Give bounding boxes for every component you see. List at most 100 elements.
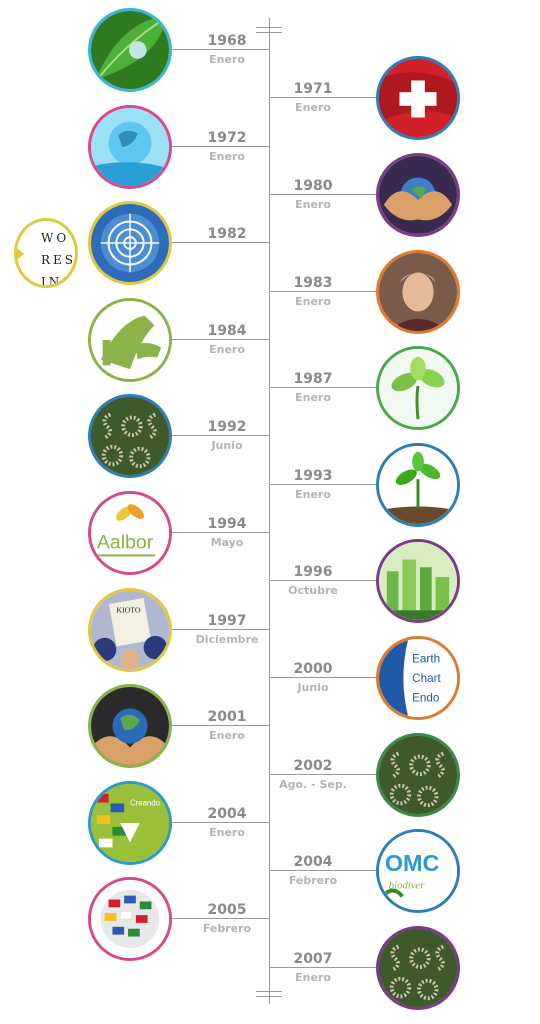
event-year: 1994	[207, 516, 247, 532]
event-month: Enero	[295, 391, 331, 404]
kyoto-document-thumbnail[interactable]: KIOTO	[88, 588, 172, 672]
green-city-thumbnail[interactable]	[376, 539, 460, 623]
earth-charter-thumbnail[interactable]: Earth Chart Endo	[376, 636, 460, 720]
aalborg-charter-thumbnail[interactable]: Aalbor	[88, 491, 172, 575]
seedling-thumbnail[interactable]	[376, 443, 460, 527]
event-connector	[172, 146, 269, 147]
event-year: 1971	[293, 81, 333, 97]
event-connector	[269, 774, 376, 775]
timeline-spine	[269, 18, 270, 1004]
crowd-sos-image	[379, 736, 457, 814]
crowd-sos-thumbnail[interactable]	[376, 733, 460, 817]
crowd-sos-image	[379, 929, 457, 1007]
event-year: 2001	[207, 709, 247, 725]
event-month: Octubre	[288, 584, 338, 597]
crowd-sos-image	[91, 397, 169, 475]
water-drop-leaf-thumbnail[interactable]	[88, 8, 172, 92]
event-year: 1968	[207, 33, 247, 49]
event-connector	[269, 97, 376, 98]
event-connector	[172, 918, 269, 919]
event-month: Enero	[209, 343, 245, 356]
hands-earth-image	[91, 687, 169, 765]
water-globe-thumbnail[interactable]	[88, 105, 172, 189]
svg-text:OMC: OMC	[385, 850, 440, 876]
crowd-sos-thumbnail[interactable]	[376, 926, 460, 1010]
popout-logo-text: WO RESC INS	[41, 231, 77, 288]
biodiversity-logo-thumbnail[interactable]: OMC biodiver	[376, 829, 460, 913]
event-connector	[172, 339, 269, 340]
event-year: 1983	[293, 275, 333, 291]
event-year: 1993	[293, 468, 333, 484]
swiss-flag-thumbnail[interactable]	[376, 56, 460, 140]
event-month: Junio	[297, 681, 329, 694]
event-month: Enero	[209, 826, 245, 839]
event-year: 1984	[207, 323, 247, 339]
earth-charter-image: Earth Chart Endo	[379, 639, 457, 717]
svg-text:Endo: Endo	[412, 691, 440, 704]
event-connector	[172, 49, 269, 50]
hands-globe-image	[379, 156, 457, 234]
event-year: 2004	[293, 854, 333, 870]
event-year: 1996	[293, 564, 333, 580]
flags-heart-thumbnail[interactable]: Creando	[88, 781, 172, 865]
event-connector	[172, 629, 269, 630]
event-month: Ago. - Sep.	[279, 778, 347, 791]
event-connector	[172, 532, 269, 533]
water-globe-image	[91, 108, 169, 186]
biodiversity-logo-image: OMC biodiver	[379, 832, 457, 910]
flags-sphere-thumbnail[interactable]	[88, 877, 172, 961]
event-connector	[269, 870, 376, 871]
swiss-flag-image	[379, 59, 457, 137]
green-city-image	[379, 542, 457, 620]
handshake-logo-image	[91, 301, 169, 379]
event-month: Enero	[295, 488, 331, 501]
event-year: 1992	[207, 419, 247, 435]
popout-arrow-icon	[17, 248, 24, 260]
event-connector	[269, 967, 376, 968]
event-connector	[172, 435, 269, 436]
hands-globe-thumbnail[interactable]	[376, 153, 460, 237]
green-sprout-thumbnail[interactable]	[376, 346, 460, 430]
water-drop-leaf-image	[91, 11, 169, 89]
event-connector	[269, 677, 376, 678]
handshake-logo-thumbnail[interactable]	[88, 298, 172, 382]
event-year: 1980	[293, 178, 333, 194]
event-month: Enero	[295, 971, 331, 984]
event-year: 1997	[207, 613, 247, 629]
event-month: Enero	[209, 53, 245, 66]
event-connector	[269, 387, 376, 388]
svg-text:biodiver: biodiver	[389, 880, 426, 892]
portrait-thumbnail[interactable]	[376, 250, 460, 334]
event-year: 2007	[293, 951, 333, 967]
event-connector	[269, 291, 376, 292]
svg-text:KIOTO: KIOTO	[116, 605, 140, 614]
green-sprout-image	[379, 349, 457, 427]
svg-text:Chart: Chart	[412, 672, 441, 685]
event-year: 2004	[207, 806, 247, 822]
event-connector	[172, 725, 269, 726]
event-connector	[269, 194, 376, 195]
flags-heart-image: Creando	[91, 784, 169, 862]
event-month: Enero	[295, 198, 331, 211]
event-month: Junio	[211, 439, 243, 452]
event-year: 1972	[207, 130, 247, 146]
institute-logo-popout[interactable]: WO RESC INS	[14, 218, 78, 288]
event-month: Enero	[295, 101, 331, 114]
event-month: Enero	[209, 729, 245, 742]
event-year: 1982	[207, 226, 247, 242]
event-month: Enero	[209, 150, 245, 163]
event-month: Febrero	[288, 874, 338, 887]
event-year: 1987	[293, 371, 333, 387]
event-year: 2005	[207, 902, 247, 918]
crowd-sos-thumbnail[interactable]	[88, 394, 172, 478]
flags-sphere-image	[91, 880, 169, 958]
event-month: Febrero	[202, 922, 252, 935]
svg-text:Creando: Creando	[130, 798, 161, 807]
un-emblem-thumbnail[interactable]	[88, 201, 172, 285]
kyoto-document-image: KIOTO	[91, 591, 169, 669]
event-year: 2002	[293, 758, 333, 774]
event-connector	[172, 242, 269, 243]
hands-earth-thumbnail[interactable]	[88, 684, 172, 768]
un-emblem-image	[91, 204, 169, 282]
event-month: Mayo	[210, 536, 244, 549]
